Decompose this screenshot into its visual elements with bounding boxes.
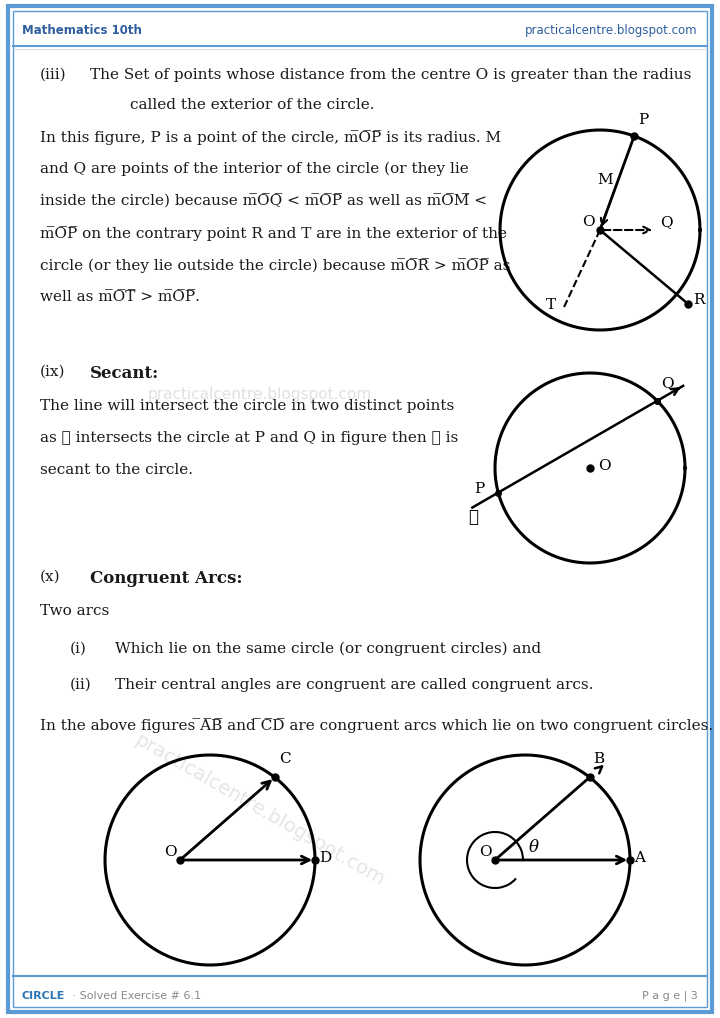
Text: circle (or they lie outside the circle) because m̅O̅R̅ > m̅O̅P̅ as: circle (or they lie outside the circle) … <box>40 258 510 273</box>
Text: Q: Q <box>660 215 672 229</box>
Text: practicalcentre.blogspot.com: practicalcentre.blogspot.com <box>526 23 698 37</box>
Text: T: T <box>546 298 557 313</box>
Text: B: B <box>594 752 605 767</box>
Text: practicalcentre.blogspot.com: practicalcentre.blogspot.com <box>132 731 388 890</box>
Text: C: C <box>279 752 290 767</box>
Text: called the exterior of the circle.: called the exterior of the circle. <box>130 98 374 112</box>
Text: m̅O̅P̅ on the contrary point R and T are in the exterior of the: m̅O̅P̅ on the contrary point R and T are… <box>40 226 507 241</box>
Text: P: P <box>638 113 649 127</box>
Text: O: O <box>479 845 492 859</box>
Text: O: O <box>582 215 595 229</box>
Text: In the above figures ̅A̅B̅ and ̅C̅D̅ are congruent arcs which lie on two congrue: In the above figures ̅A̅B̅ and ̅C̅D̅ are… <box>40 718 713 733</box>
Text: as ℓ intersects the circle at P and Q in figure then ℓ is: as ℓ intersects the circle at P and Q in… <box>40 431 458 445</box>
Text: Two arcs: Two arcs <box>40 604 109 618</box>
Text: P a g e | 3: P a g e | 3 <box>642 991 698 1002</box>
Text: M: M <box>598 173 613 186</box>
Text: A: A <box>634 851 645 865</box>
Text: θ: θ <box>529 839 539 856</box>
Text: Which lie on the same circle (or congruent circles) and: Which lie on the same circle (or congrue… <box>115 642 541 657</box>
Text: · Solved Exercise # 6.1: · Solved Exercise # 6.1 <box>69 991 201 1001</box>
Text: well as m̅O̅T̅ > m̅O̅P̅.: well as m̅O̅T̅ > m̅O̅P̅. <box>40 290 200 304</box>
Text: Q: Q <box>661 376 674 390</box>
Text: The Set of points whose distance from the centre O is greater than the radius: The Set of points whose distance from th… <box>90 68 691 82</box>
Text: The line will intersect the circle in two distinct points: The line will intersect the circle in tw… <box>40 399 454 413</box>
Text: P: P <box>474 482 485 496</box>
Text: Secant:: Secant: <box>90 365 159 382</box>
Text: D: D <box>319 851 331 865</box>
Text: O: O <box>598 459 611 473</box>
Text: (ii): (ii) <box>70 678 91 692</box>
Text: (i): (i) <box>70 642 87 656</box>
Text: Their central angles are congruent are called congruent arcs.: Their central angles are congruent are c… <box>115 678 593 692</box>
Text: (ix): (ix) <box>40 365 66 379</box>
Text: In this figure, P is a point of the circle, m̅O̅P̅ is its radius. M: In this figure, P is a point of the circ… <box>40 130 501 145</box>
Text: O: O <box>164 845 176 859</box>
Text: practicalcentre.blogspot.com: practicalcentre.blogspot.com <box>148 388 372 402</box>
Text: CIRCLE: CIRCLE <box>22 991 66 1001</box>
Text: Congruent Arcs:: Congruent Arcs: <box>90 570 243 587</box>
Text: and Q are points of the interior of the circle (or they lie: and Q are points of the interior of the … <box>40 162 469 176</box>
Text: R: R <box>693 293 705 306</box>
Text: (x): (x) <box>40 570 60 584</box>
Text: secant to the circle.: secant to the circle. <box>40 463 193 477</box>
Text: inside the circle) because m̅O̅Q̅ < m̅O̅P̅ as well as m̅O̅M̅ <: inside the circle) because m̅O̅Q̅ < m̅O̅… <box>40 194 487 209</box>
Text: Mathematics 10th: Mathematics 10th <box>22 23 142 37</box>
Text: ℓ: ℓ <box>468 509 478 525</box>
Text: (iii): (iii) <box>40 68 67 82</box>
